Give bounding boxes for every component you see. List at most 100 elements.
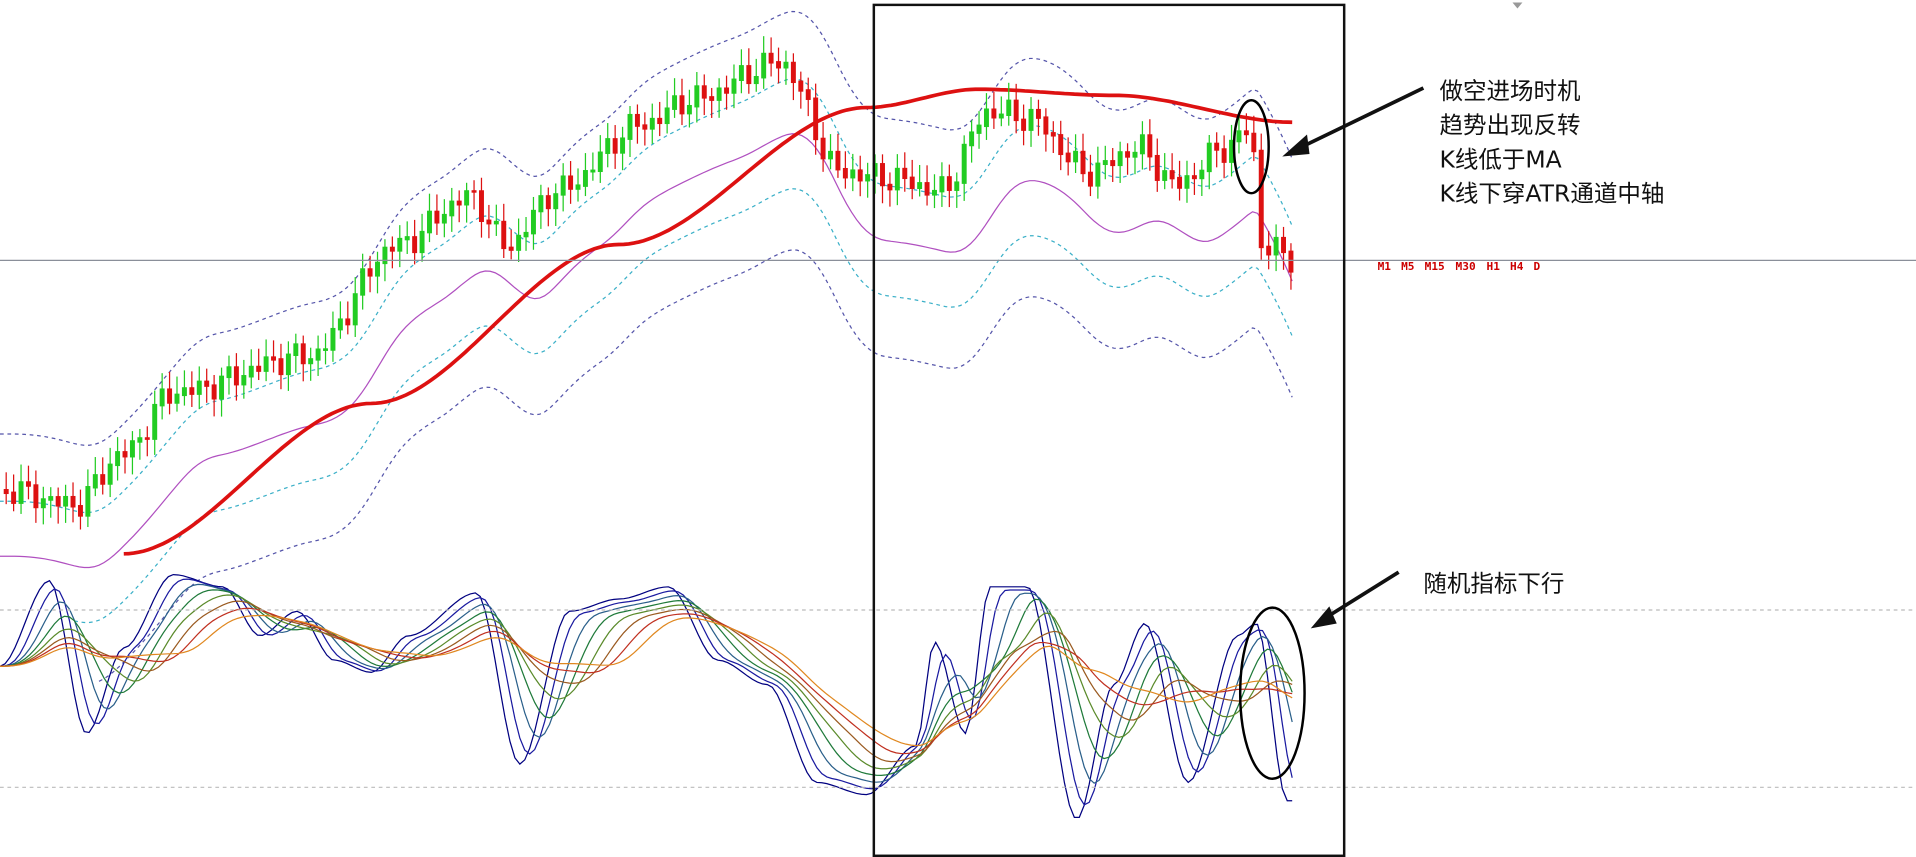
candle-body <box>1288 250 1294 273</box>
candles <box>3 36 1294 530</box>
scroll-marker <box>1512 2 1523 9</box>
annotation: K线下穿ATR通道中轴 <box>1439 180 1664 208</box>
candle-body <box>115 451 121 467</box>
candle-body <box>961 143 967 184</box>
candle-body <box>657 117 663 125</box>
candle-body <box>1266 245 1272 256</box>
candle-body <box>427 210 432 234</box>
candle-body <box>1110 160 1116 167</box>
candle-body <box>798 80 804 92</box>
candle-body <box>397 237 403 252</box>
stochastic-line <box>0 578 1293 806</box>
stochastic-line <box>0 573 1293 819</box>
candle-body <box>880 163 885 187</box>
candle-body <box>865 174 871 182</box>
candle-body <box>590 169 596 173</box>
candle-body <box>776 61 782 69</box>
candle-body <box>1095 162 1101 187</box>
candle-body <box>909 176 915 190</box>
candle-body <box>167 388 173 404</box>
candle-body <box>976 124 982 134</box>
candle-body <box>189 387 195 395</box>
timeframe-button[interactable]: M5 <box>1401 260 1414 273</box>
candle-body <box>1035 108 1041 119</box>
annotation: 随机指标下行 <box>1423 570 1564 598</box>
candle-body <box>100 474 106 485</box>
candle-body <box>1102 160 1108 166</box>
timeframe-button[interactable]: M1 <box>1378 260 1392 273</box>
atr-band <box>0 78 1293 514</box>
candle-body <box>48 496 54 501</box>
candle-body <box>620 137 626 154</box>
candle-body <box>605 138 611 154</box>
moving-average <box>0 133 1293 569</box>
candle-body <box>456 200 462 206</box>
candle-body <box>144 437 150 440</box>
candle-body <box>1236 130 1242 143</box>
candle-body <box>285 353 291 376</box>
candle-body <box>330 327 336 351</box>
candle-body <box>375 261 380 277</box>
stochastic-lines <box>0 573 1293 819</box>
candle-body <box>63 495 69 507</box>
timeframe-button[interactable]: H4 <box>1510 260 1524 273</box>
candle-body <box>70 495 76 508</box>
candle-body <box>196 380 202 395</box>
candle-body <box>1117 151 1123 167</box>
candle-body <box>55 496 61 507</box>
candle-body <box>137 437 143 443</box>
candle-body <box>1191 175 1197 180</box>
candle-body <box>530 209 536 235</box>
candle-body <box>1251 132 1257 153</box>
candle-body <box>560 175 566 196</box>
candle-body <box>983 108 989 128</box>
timeframe-button[interactable]: M15 <box>1425 260 1445 273</box>
candle-body <box>419 230 425 254</box>
candle-body <box>627 113 633 140</box>
candle-body <box>932 189 937 196</box>
candle-body <box>1281 236 1286 254</box>
candle-body <box>389 246 395 252</box>
candle-body <box>122 451 128 458</box>
candle-body <box>991 108 997 119</box>
candle-body <box>1169 170 1175 180</box>
candle-body <box>107 463 113 485</box>
candle-body <box>345 318 351 326</box>
candle-body <box>441 213 447 224</box>
arrow <box>1296 86 1425 151</box>
annotation: 做空进场时机 <box>1439 77 1580 105</box>
candle-body <box>18 481 24 504</box>
candle-body <box>828 150 833 160</box>
candle-body <box>1214 142 1220 151</box>
candle-body <box>40 498 46 509</box>
atr-band <box>98 249 1293 682</box>
candle-body <box>642 124 648 130</box>
candle-body <box>300 343 306 365</box>
candle-body <box>887 183 893 191</box>
candle-body <box>323 348 328 351</box>
stochastic-line <box>0 594 1293 770</box>
timeframe-button[interactable]: M30 <box>1456 260 1476 273</box>
candle-body <box>501 220 507 250</box>
candle-body <box>181 387 187 397</box>
long-moving-average <box>123 87 1293 556</box>
arrow <box>1323 570 1400 621</box>
candle-body <box>1043 116 1049 135</box>
candle-body <box>820 137 826 160</box>
candle-body <box>449 200 455 217</box>
timeframe-bar: M1 M5 M15 M30 H1 H4 D <box>1378 260 1541 273</box>
timeframe-button[interactable]: D <box>1534 260 1541 273</box>
candle-body <box>1058 134 1064 156</box>
candle-body <box>1229 139 1235 163</box>
candle-body <box>738 65 744 81</box>
candle-body <box>939 176 945 193</box>
candle-body <box>278 358 284 376</box>
candle-body <box>1154 154 1160 181</box>
candle-body <box>479 190 484 222</box>
candle-body <box>545 195 551 210</box>
timeframe-button[interactable]: H1 <box>1487 260 1501 273</box>
candle-body <box>434 210 440 224</box>
candle-body <box>404 236 410 241</box>
arrow-head <box>1310 606 1337 629</box>
